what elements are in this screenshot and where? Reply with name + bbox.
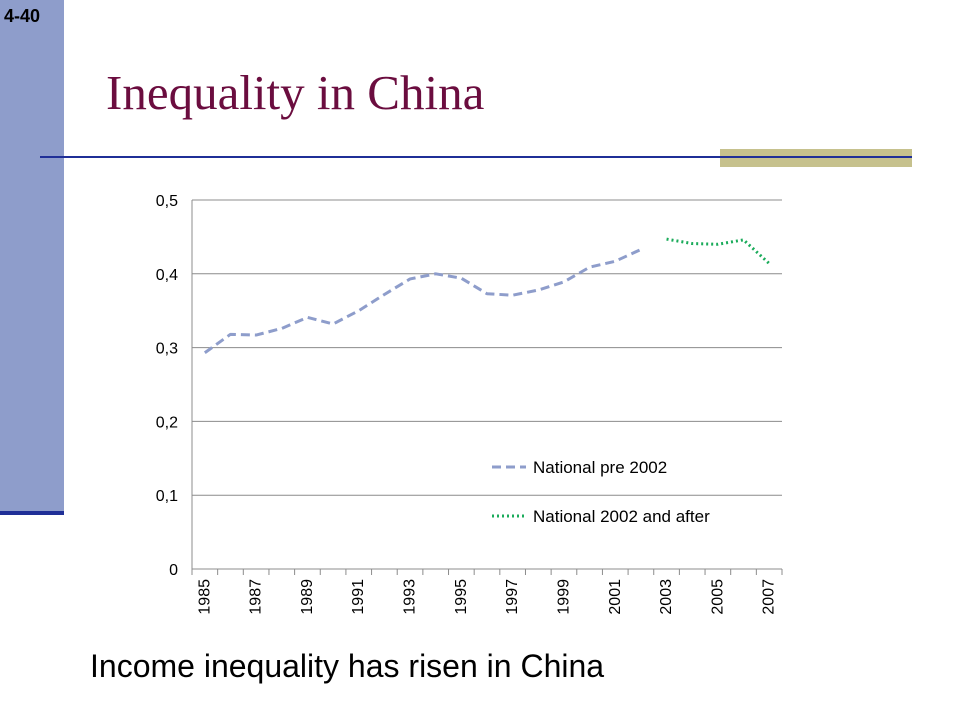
x-tick-label: 1999 <box>555 579 572 615</box>
x-tick-label: 1991 <box>350 579 367 615</box>
title-rule <box>40 156 912 158</box>
x-tick-label: 1989 <box>299 579 316 615</box>
slide-title: Inequality in China <box>106 65 485 120</box>
y-tick-label: 0,4 <box>156 267 178 284</box>
sidebar-base-line <box>0 511 64 515</box>
y-tick-label: 0 <box>169 562 178 579</box>
y-tick-label: 0,5 <box>156 193 178 210</box>
series-line-2002-after <box>666 237 771 265</box>
series-line-pre-2002 <box>203 248 642 354</box>
x-tick-label: 2005 <box>709 579 726 615</box>
y-tick-label: 0,2 <box>156 414 178 431</box>
x-tick-label: 2003 <box>658 579 675 615</box>
x-tick-label: 2007 <box>761 579 778 615</box>
x-tick-label: 2001 <box>607 579 624 615</box>
x-tick-label: 1995 <box>453 579 470 615</box>
y-tick-label: 0,1 <box>156 488 178 505</box>
inequality-line-chart: 0 0,1 0,2 0,3 0,4 0,5 1985 1987 1989 1991 1993 1995… <box>156 193 783 615</box>
legend-label: National 2002 and after <box>533 507 710 526</box>
y-tick-label: 0,3 <box>156 341 178 358</box>
sidebar-band <box>0 0 64 512</box>
x-tick-label: 1997 <box>504 579 521 615</box>
accent-block <box>720 149 912 167</box>
x-tick-label: 1985 <box>196 579 213 615</box>
x-tick-label: 1993 <box>402 579 419 615</box>
slide-number: 4-40 <box>4 6 41 26</box>
slide-caption: Income inequality has risen in China <box>90 648 605 684</box>
x-tick-label: 1987 <box>248 579 265 615</box>
legend-label: National pre 2002 <box>533 458 667 477</box>
